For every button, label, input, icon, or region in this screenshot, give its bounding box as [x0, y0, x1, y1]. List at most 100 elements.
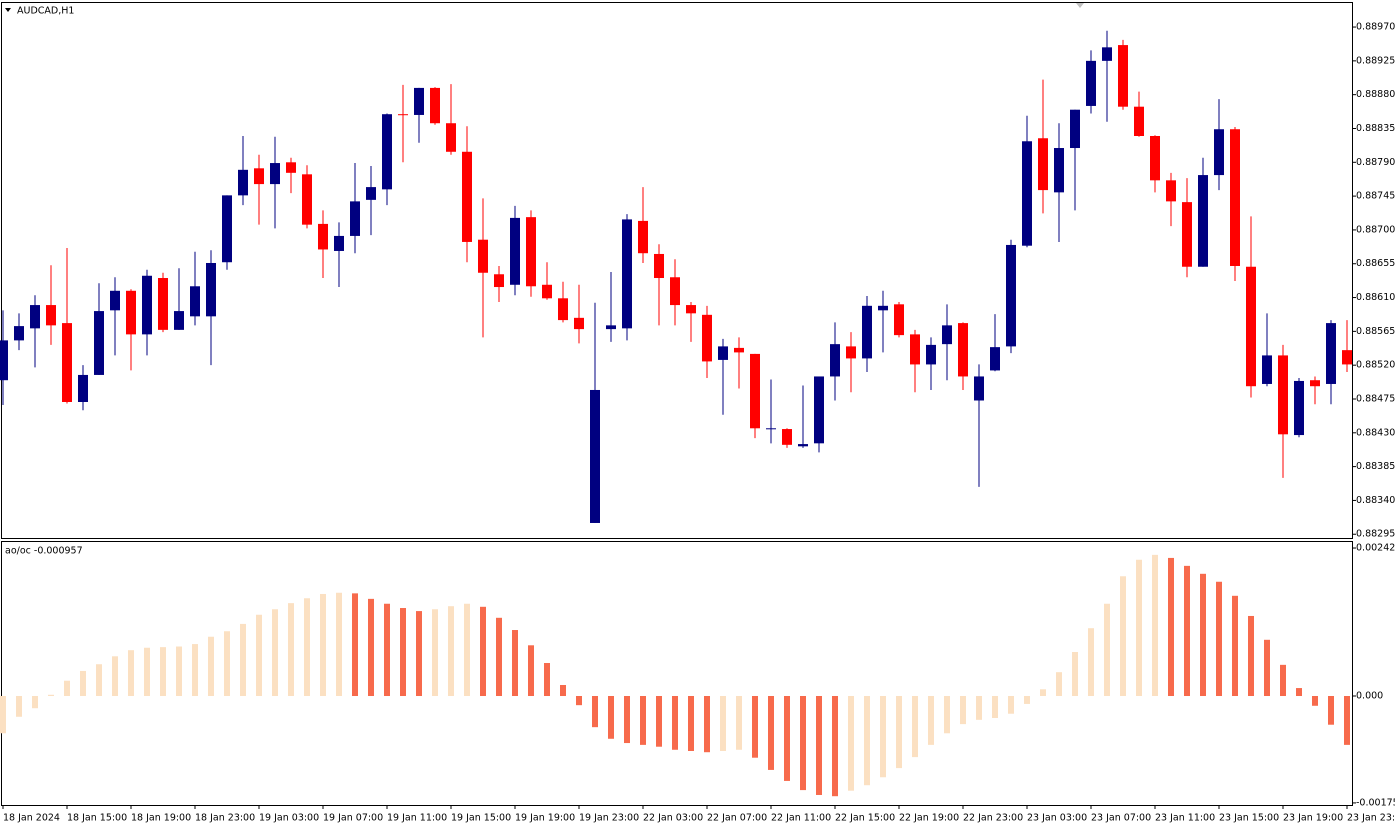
histogram-bar — [848, 696, 854, 791]
candle-body — [638, 220, 648, 254]
histogram-bar — [1264, 639, 1270, 697]
y-tick-label: 0.002422 — [1356, 543, 1395, 554]
histogram-bar — [608, 696, 614, 739]
histogram-bar — [304, 598, 310, 697]
candle-body — [1230, 129, 1240, 266]
candle-body — [686, 305, 696, 314]
candle-body — [430, 87, 440, 124]
histogram-bar — [224, 631, 230, 697]
histogram-bar — [112, 656, 118, 697]
histogram-bar — [160, 647, 166, 697]
histogram-bar — [816, 696, 822, 795]
y-tick-label: 0.88970 — [1356, 22, 1395, 33]
indicator-panel-frame — [1, 541, 1353, 806]
histogram-bar — [1184, 565, 1190, 697]
x-tick-label: 19 Jan 19:00 — [515, 813, 575, 824]
histogram-bar — [288, 603, 294, 697]
x-tick-label: 23 Jan 07:00 — [1091, 813, 1151, 824]
histogram-bar — [784, 696, 790, 781]
candle-body — [862, 305, 872, 359]
candle-body — [1198, 175, 1208, 267]
candle-body — [398, 114, 408, 116]
histogram-bar — [880, 696, 886, 778]
candle-body — [462, 151, 472, 242]
y-tick-label: 0.88745 — [1356, 191, 1395, 202]
histogram-bar — [1040, 689, 1046, 697]
histogram-bar — [1104, 603, 1110, 697]
histogram-bar — [544, 663, 550, 697]
candle-body — [894, 304, 904, 336]
histogram-bar — [208, 636, 214, 697]
histogram-bar — [624, 696, 630, 744]
candle-body — [62, 323, 72, 402]
histogram-bar — [1056, 672, 1062, 697]
histogram-bar — [1232, 595, 1238, 697]
x-tick-label: 18 Jan 15:00 — [67, 813, 127, 824]
histogram-bar — [128, 650, 134, 697]
candle-body — [910, 334, 920, 365]
candle-body — [366, 187, 376, 200]
histogram-bar — [272, 609, 278, 697]
candle-body — [734, 347, 744, 353]
candle-body — [670, 277, 680, 306]
candle-body — [1150, 135, 1160, 181]
candle-body — [318, 223, 328, 250]
x-tick-label: 22 Jan 11:00 — [771, 813, 831, 824]
histogram-bar — [512, 630, 518, 697]
y-tick-label: 0.88925 — [1356, 55, 1395, 66]
candle-body — [1214, 129, 1224, 176]
histogram-bar — [1328, 696, 1334, 725]
candle-body — [1326, 323, 1336, 384]
candle-body — [46, 305, 56, 326]
x-tick-label: 19 Jan 23:00 — [579, 813, 639, 824]
candle-body — [1102, 47, 1112, 61]
histogram-bar — [704, 696, 710, 753]
x-tick-label: 19 Jan 07:00 — [323, 813, 383, 824]
candle-body — [494, 274, 504, 288]
histogram-bar — [192, 644, 198, 697]
candle-body — [702, 314, 712, 362]
histogram-bar — [96, 664, 102, 697]
candle-body — [222, 195, 232, 263]
candle-body — [382, 114, 392, 190]
histogram-bar — [144, 647, 150, 697]
histogram-bar — [432, 609, 438, 697]
histogram-bar — [864, 696, 870, 786]
candle-body — [510, 217, 520, 285]
histogram-bar — [752, 696, 758, 758]
candle-body — [526, 217, 536, 287]
x-tick-label: 22 Jan 19:00 — [899, 813, 959, 824]
histogram-bar — [384, 603, 390, 697]
histogram-bar — [736, 696, 742, 750]
candle-body — [750, 353, 760, 429]
x-tick-label: 19 Jan 03:00 — [259, 813, 319, 824]
candle-body — [1310, 380, 1320, 387]
x-tick-label: 23 Jan 19:00 — [1283, 813, 1343, 824]
y-tick-label: 0.88340 — [1356, 495, 1395, 506]
x-tick-label: 22 Jan 15:00 — [835, 813, 895, 824]
histogram-bar — [896, 696, 902, 769]
histogram-bar — [976, 696, 982, 720]
candle-body — [1278, 355, 1288, 435]
x-tick-label: 18 Jan 2024 — [3, 813, 60, 824]
candle-body — [334, 235, 344, 251]
y-tick-label: 0.88565 — [1356, 326, 1395, 337]
candle-body — [1342, 350, 1352, 365]
histogram-bar — [80, 670, 86, 697]
y-tick-label: 0.88385 — [1356, 461, 1395, 472]
candle-body — [782, 429, 792, 445]
candle-body — [830, 344, 840, 377]
histogram-bar — [496, 617, 502, 697]
candle-body — [1118, 45, 1128, 107]
y-tick-label: 0.88295 — [1356, 529, 1395, 540]
symbol-menu-icon[interactable] — [5, 8, 11, 12]
histogram-bar — [1280, 664, 1286, 697]
histogram-bar — [1072, 652, 1078, 697]
x-tick-label: 23 Jan 15:00 — [1219, 813, 1279, 824]
x-tick-label: 19 Jan 11:00 — [387, 813, 447, 824]
histogram-bar — [1296, 688, 1302, 697]
candle-body — [414, 87, 424, 115]
histogram-bar — [336, 592, 342, 697]
